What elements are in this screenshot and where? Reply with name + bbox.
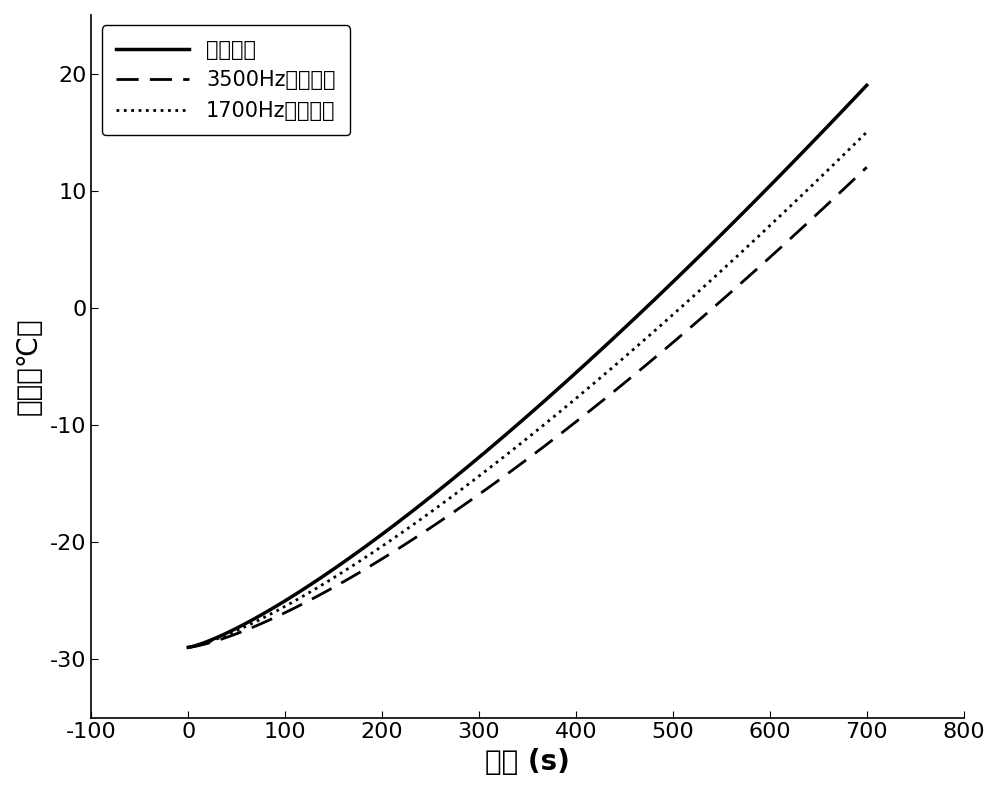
1700Hz恒频变幅: [252, 616, 264, 626]
变频变幅: [861, 81, 873, 90]
3500Hz恒频变幅: [457, 501, 469, 511]
1700Hz恒频变幅: [457, 484, 469, 494]
1700Hz恒频变幅: [861, 127, 873, 137]
Legend: 变频变幅, 3500Hz恒频变幅, 1700Hz恒频变幅: 变频变幅, 3500Hz恒频变幅, 1700Hz恒频变幅: [102, 25, 350, 135]
变频变幅: [481, 446, 493, 456]
变频变幅: [711, 234, 723, 244]
1700Hz恒频变幅: [182, 642, 194, 652]
变频变幅: [252, 612, 264, 622]
3500Hz恒频变幅: [724, 289, 736, 298]
变频变幅: [182, 642, 194, 652]
变频变幅: [648, 295, 660, 305]
变频变幅: [457, 466, 469, 475]
1700Hz恒频变幅: [711, 270, 723, 279]
Line: 变频变幅: 变频变幅: [188, 85, 867, 647]
3500Hz恒频变幅: [481, 484, 493, 494]
1700Hz恒频变幅: [648, 327, 660, 336]
1700Hz恒频变幅: [724, 259, 736, 268]
Line: 3500Hz恒频变幅: 3500Hz恒频变幅: [188, 167, 867, 647]
3500Hz恒频变幅: [711, 300, 723, 309]
Line: 1700Hz恒频变幅: 1700Hz恒频变幅: [188, 132, 867, 647]
3500Hz恒频变幅: [182, 642, 194, 652]
3500Hz恒频变幅: [861, 162, 873, 172]
Y-axis label: 温度（℃）: 温度（℃）: [15, 317, 43, 415]
1700Hz恒频变幅: [481, 465, 493, 475]
3500Hz恒频变幅: [648, 354, 660, 363]
X-axis label: 时间 (s): 时间 (s): [485, 748, 570, 776]
变频变幅: [724, 221, 736, 231]
3500Hz恒频变幅: [252, 620, 264, 630]
